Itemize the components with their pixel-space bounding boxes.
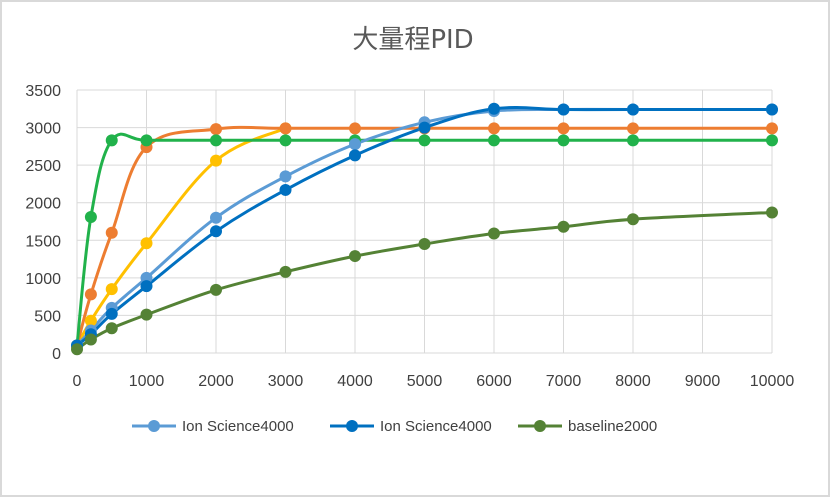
data-point — [210, 154, 222, 167]
data-point — [140, 237, 153, 250]
x-tick-label: 2000 — [198, 373, 234, 390]
x-tick-label: 8000 — [615, 373, 651, 390]
x-tick-label: 10000 — [750, 373, 795, 390]
data-point — [557, 122, 570, 135]
data-point — [279, 134, 292, 147]
data-point — [766, 206, 778, 219]
data-point — [105, 283, 118, 296]
data-point — [557, 134, 570, 147]
data-point — [627, 103, 639, 116]
series-line — [75, 132, 774, 347]
data-point — [766, 103, 778, 116]
chart-title: 大量程PID — [352, 25, 473, 55]
y-tick-label: 1500 — [25, 233, 61, 250]
data-point — [279, 183, 292, 196]
data-point — [105, 226, 118, 239]
data-point — [418, 134, 431, 147]
y-tick-label: 500 — [34, 308, 61, 325]
data-point — [557, 220, 570, 233]
legend-marker-swatch — [534, 420, 546, 432]
data-point — [84, 314, 97, 327]
data-point — [349, 138, 361, 151]
data-point — [627, 213, 639, 226]
data-point — [71, 343, 83, 356]
data-point — [210, 123, 222, 136]
x-tick-label: 4000 — [337, 373, 373, 390]
data-point — [766, 134, 778, 147]
data-point — [418, 238, 431, 251]
data-point — [105, 322, 118, 335]
data-point — [140, 271, 153, 284]
y-tick-label: 3500 — [25, 83, 61, 100]
data-point — [210, 134, 222, 147]
x-tick-label: 0 — [73, 373, 82, 390]
x-tick-label: 9000 — [685, 373, 721, 390]
x-tick-label: 3000 — [268, 373, 304, 390]
y-tick-label: 0 — [52, 346, 61, 363]
legend-label: Ion Science4000 — [380, 418, 492, 435]
legend-label: baseline2000 — [568, 418, 657, 435]
data-point — [279, 170, 292, 183]
legend-item: baseline2000 — [518, 418, 657, 435]
data-point — [279, 265, 292, 278]
data-point — [210, 225, 222, 238]
x-tick-label: 7000 — [546, 373, 582, 390]
data-point — [488, 102, 500, 115]
data-point — [557, 103, 570, 116]
y-tick-label: 2000 — [25, 196, 61, 213]
data-point — [210, 211, 222, 224]
legend-item: Ion Science4000 — [132, 418, 294, 435]
data-point — [349, 250, 361, 263]
x-tick-label: 6000 — [476, 373, 512, 390]
y-tick-label: 3000 — [25, 121, 61, 138]
legend-label: Ion Science4000 — [182, 418, 294, 435]
data-point — [105, 134, 118, 147]
series-points — [71, 102, 778, 356]
legend-marker-swatch — [346, 420, 358, 432]
data-point — [84, 210, 97, 223]
y-tick-label: 1000 — [25, 271, 61, 288]
data-point — [488, 227, 500, 240]
legend-item: Ion Science4000 — [330, 418, 492, 435]
data-point — [105, 307, 118, 320]
data-point — [349, 149, 361, 162]
data-point — [84, 288, 97, 301]
y-tick-label: 2500 — [25, 158, 61, 175]
data-point — [140, 134, 153, 147]
data-point — [766, 122, 778, 135]
data-point — [349, 122, 361, 135]
data-point — [627, 122, 639, 135]
axis-labels: 0 500 1000 1500 2000 2500 3000 3500 0 1000 2000 300… — [25, 83, 794, 390]
data-point — [279, 122, 292, 135]
data-point — [627, 134, 639, 147]
data-point — [418, 121, 431, 134]
data-point — [210, 283, 222, 296]
legend-marker-swatch — [148, 420, 160, 432]
legend: Ion Science4000 Ion Science4000 baseline20… — [132, 418, 657, 435]
data-point — [140, 280, 153, 293]
data-point — [488, 134, 500, 147]
data-point — [84, 333, 97, 346]
x-tick-label: 5000 — [407, 373, 443, 390]
x-tick-label: 1000 — [129, 373, 165, 390]
data-point — [140, 308, 153, 321]
data-point — [488, 122, 500, 135]
